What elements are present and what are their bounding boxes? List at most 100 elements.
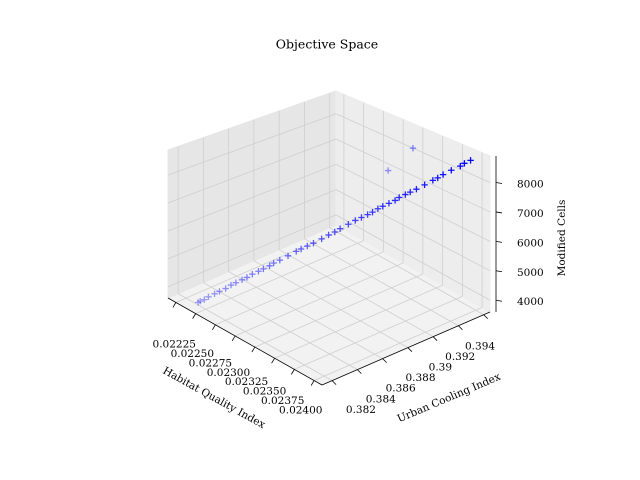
y-tick [382, 358, 387, 363]
point [266, 262, 273, 270]
point [205, 293, 212, 301]
grid-line [254, 273, 424, 348]
grid-line [167, 163, 337, 232]
x-tick-label: 0.02300 [207, 367, 250, 379]
point [222, 285, 229, 292]
grid-line [167, 189, 337, 260]
x-tick-label: 0.02350 [243, 386, 286, 398]
grid-line [203, 282, 358, 370]
point [260, 265, 267, 273]
point [325, 231, 332, 239]
y-tick [357, 369, 362, 374]
y-tick-label: 0.382 [346, 404, 376, 416]
z-tick [495, 182, 503, 184]
grid-line [274, 284, 443, 359]
y-tick-label: 0.384 [366, 393, 396, 405]
point [238, 276, 246, 284]
grid-line [253, 260, 409, 349]
point [276, 256, 284, 264]
grid-line [195, 240, 364, 314]
point [243, 274, 251, 281]
y-tick-label: 0.39 [429, 362, 452, 374]
point [391, 197, 399, 204]
point [331, 228, 338, 236]
right-pane [335, 90, 491, 313]
z-axis-label: Modified Cells [556, 200, 568, 277]
point [364, 211, 371, 218]
point [216, 288, 223, 295]
point [304, 242, 311, 250]
x-tick [310, 380, 315, 386]
grid-line [335, 189, 491, 272]
z-tick [495, 240, 503, 243]
point [310, 239, 317, 247]
z-tick [495, 211, 503, 214]
z-tick [495, 299, 503, 302]
y-tick-label: 0.388 [405, 372, 435, 384]
x-axis-line [167, 297, 323, 386]
z-tick-label: 7000 [517, 208, 544, 220]
point [201, 296, 208, 303]
grid-line [335, 163, 491, 242]
x-tick [172, 302, 177, 308]
y-tick-label: 0.386 [386, 383, 416, 395]
grid-line [167, 138, 337, 204]
z-tick-label: 4000 [517, 296, 544, 308]
point [336, 225, 344, 232]
grid-line [215, 251, 384, 326]
point [232, 279, 240, 286]
grid-line [335, 138, 491, 213]
x-tick-label: 0.02225 [153, 339, 196, 351]
y-tick [407, 347, 413, 352]
x-tick [291, 369, 295, 375]
point [374, 205, 382, 212]
point [194, 299, 202, 306]
x-tick [212, 324, 216, 330]
point [439, 171, 447, 178]
point [402, 191, 409, 198]
grid-line [313, 307, 483, 381]
point [421, 181, 428, 189]
point [293, 248, 300, 255]
point [255, 268, 262, 275]
z-tick-label: 5000 [517, 267, 544, 279]
point [270, 259, 277, 267]
y-axis-line [321, 311, 491, 386]
grid-line [228, 271, 383, 360]
y-tick [483, 314, 488, 320]
x-tick-label: 0.02400 [279, 404, 322, 416]
point [284, 252, 292, 260]
x-tick-label: 0.02325 [225, 376, 268, 388]
panes [166, 90, 492, 386]
grid-line [167, 214, 337, 288]
point [429, 177, 437, 184]
grid-line [304, 238, 459, 327]
point [211, 290, 218, 297]
y-tick [432, 336, 438, 341]
z-tick-label: 6000 [517, 237, 544, 249]
x-tick [192, 313, 196, 319]
point [434, 174, 441, 182]
point [297, 245, 305, 253]
point [249, 270, 256, 278]
point [467, 157, 474, 164]
point [409, 144, 417, 152]
y-tick [458, 325, 463, 331]
point [385, 200, 393, 207]
points [194, 144, 474, 306]
z-tick [495, 270, 503, 273]
x-tick [251, 346, 256, 353]
point [318, 235, 325, 243]
chart-title: Objective Space [276, 37, 378, 52]
grid-line [175, 229, 345, 303]
point [448, 167, 455, 174]
grid-line [335, 113, 491, 183]
point [413, 185, 420, 193]
point [407, 188, 414, 196]
point [369, 208, 376, 216]
grid-line [278, 249, 434, 338]
y-tick [331, 380, 337, 385]
point [197, 297, 204, 305]
y-tick-label: 0.394 [465, 341, 495, 353]
